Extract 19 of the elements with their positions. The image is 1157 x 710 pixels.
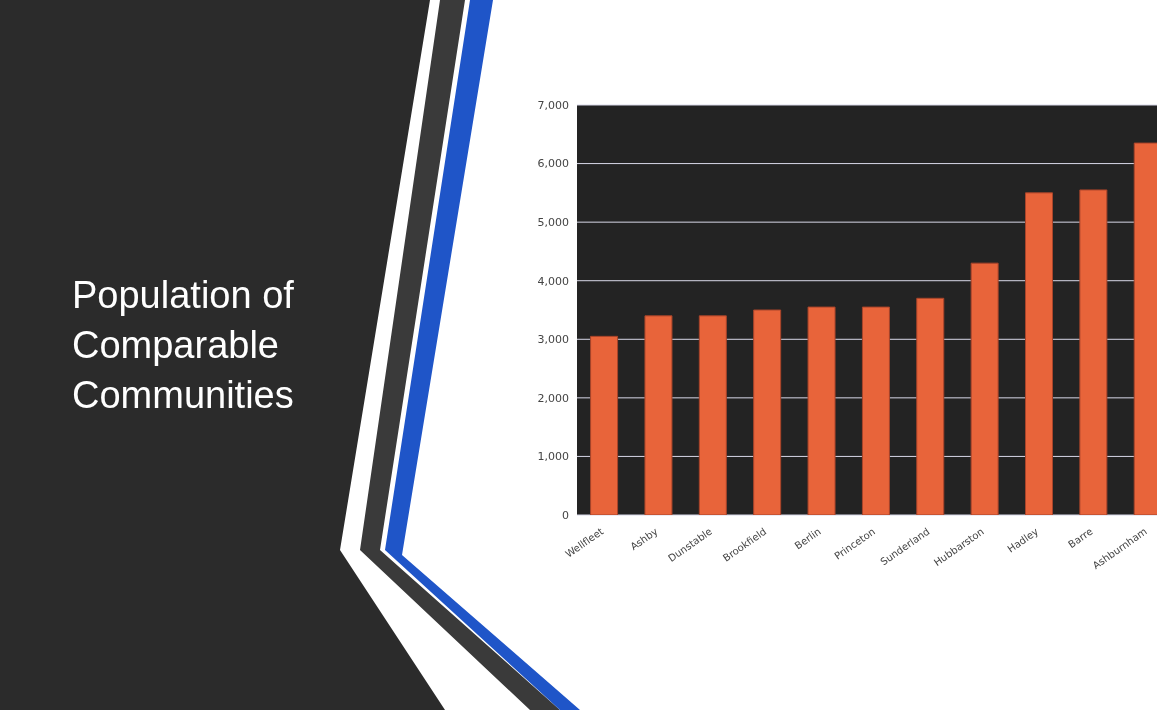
y-tick-label: 5,000 (537, 216, 569, 230)
bar (1025, 192, 1053, 515)
y-tick-label: 1,000 (537, 450, 569, 464)
y-tick-label: 7,000 (537, 98, 569, 112)
bar (1079, 189, 1108, 515)
y-tick-label: 4,000 (537, 274, 569, 288)
y-tick-label: 6,000 (537, 157, 569, 171)
bar (698, 315, 727, 515)
y-tick-label: 3,000 (537, 333, 569, 347)
y-tick-label: 0 (562, 508, 569, 522)
bar (807, 306, 836, 515)
text: Population of Comparable Communities (72, 273, 295, 418)
bar (970, 262, 999, 515)
bar (916, 297, 945, 515)
bar (590, 335, 619, 515)
bar (861, 306, 890, 515)
bar (753, 309, 782, 515)
bar (644, 315, 673, 515)
y-tick-label: 2,000 (537, 391, 569, 405)
